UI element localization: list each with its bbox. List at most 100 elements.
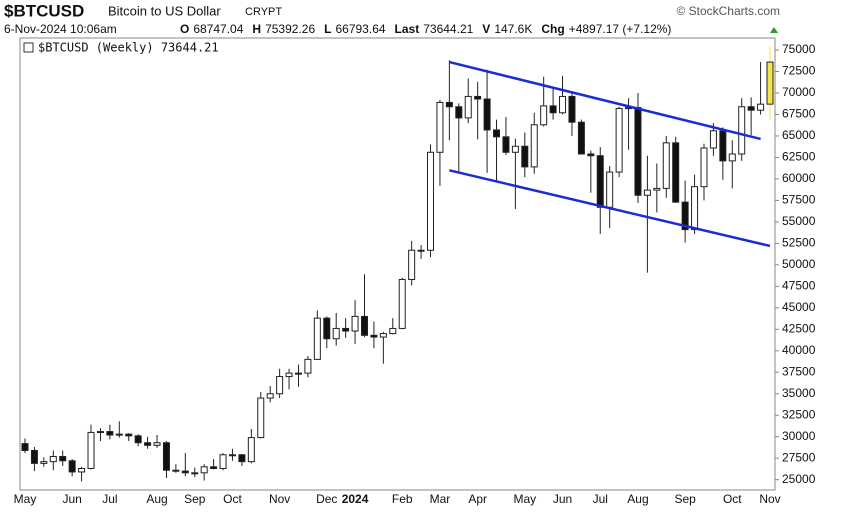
x-tick-label: Oct: [723, 492, 742, 506]
candle-body: [568, 95, 576, 123]
candle-body: [323, 317, 331, 340]
x-tick-label: Sep: [674, 492, 696, 506]
x-tick-label: Nov: [269, 492, 290, 506]
candle-body: [521, 145, 529, 168]
y-tick-label: 65000: [782, 128, 816, 142]
candle-body: [436, 101, 444, 153]
symbol: $BTCUSD: [4, 1, 84, 20]
candle-body: [559, 95, 567, 114]
candle-body: [719, 130, 727, 162]
candle-body: [30, 449, 38, 464]
candle-body: [219, 454, 227, 470]
candle-body: [587, 153, 595, 157]
x-tick-label: Jul: [102, 492, 117, 506]
quote-label: H: [252, 22, 261, 36]
candle-body: [757, 103, 765, 111]
candle-body: [502, 136, 510, 153]
quote-label: V: [482, 22, 490, 36]
x-tick-label: Dec: [316, 492, 337, 506]
candle-body: [662, 142, 670, 189]
x-tick-label: Jun: [62, 492, 81, 506]
y-tick-label: 30000: [782, 429, 816, 443]
y-tick-label: 60000: [782, 171, 816, 185]
candle-body: [247, 437, 255, 463]
x-tick-label: Mar: [430, 492, 451, 506]
candle-body: [87, 431, 95, 470]
candle-body: [266, 393, 274, 399]
candle-body: [389, 327, 397, 335]
y-tick-label: 32500: [782, 407, 816, 421]
quote-label: L: [324, 22, 331, 36]
candle-body: [106, 431, 114, 436]
candle-body: [493, 129, 501, 138]
candle-body: [417, 249, 425, 252]
y-tick-label: 75000: [782, 42, 816, 56]
y-tick-label: 52500: [782, 236, 816, 250]
candle-body: [49, 455, 57, 463]
plot-frame: [19, 37, 776, 491]
candle-body: [144, 442, 152, 446]
candle-body: [540, 105, 548, 126]
x-tick-label: May: [14, 492, 37, 506]
candle-body: [474, 95, 482, 100]
candle-body: [115, 433, 123, 436]
x-tick-label: Jun: [553, 492, 572, 506]
candle-body: [379, 333, 387, 338]
quote-value: 68747.04: [193, 22, 243, 36]
candle-body: [766, 61, 774, 105]
candle-body: [596, 155, 604, 208]
candle-body: [332, 327, 340, 340]
candle-body: [747, 106, 755, 111]
quote-value: +4897.17 (+7.12%): [569, 22, 672, 36]
candle-body: [153, 442, 161, 446]
candle-body: [738, 106, 746, 155]
x-tick-label: Oct: [223, 492, 242, 506]
y-tick-label: 70000: [782, 85, 816, 99]
y-tick-label: 62500: [782, 150, 816, 164]
candle-body: [370, 334, 378, 338]
candle-body: [408, 249, 416, 280]
candle-body: [313, 317, 321, 360]
candle-body: [78, 468, 86, 473]
quote-value: 66793.64: [335, 22, 385, 36]
quote-value: 147.6K: [494, 22, 532, 36]
candle-body: [21, 443, 29, 451]
quote-value: 75392.26: [265, 22, 315, 36]
candle-body: [653, 187, 661, 191]
y-tick-label: 40000: [782, 343, 816, 357]
candle-body: [351, 315, 359, 332]
candle-body: [125, 433, 133, 437]
exchange: CRYPT: [245, 6, 282, 18]
x-tick-label: Jul: [593, 492, 608, 506]
candle-body: [728, 153, 736, 162]
legend: $BTCUSD (Weekly) 73644.21: [38, 41, 219, 55]
candle-body: [96, 431, 104, 434]
y-tick-label: 37500: [782, 364, 816, 378]
candle-body: [68, 460, 76, 473]
candle-body: [455, 106, 463, 119]
candle-body: [464, 95, 472, 119]
y-tick-label: 72500: [782, 64, 816, 78]
candle-body: [634, 107, 642, 196]
x-tick-label: 2024: [342, 492, 369, 506]
y-tick-label: 27500: [782, 450, 816, 464]
candle-body: [59, 455, 67, 462]
candle-body: [643, 189, 651, 196]
candle-body: [577, 121, 585, 155]
candle-body: [681, 201, 689, 231]
candle-body: [228, 454, 236, 457]
y-tick-label: 42500: [782, 321, 816, 335]
candle-body: [134, 435, 142, 444]
trendline: [449, 60, 761, 141]
candle-body: [257, 397, 265, 439]
candle-body: [210, 466, 218, 470]
candle-body: [276, 376, 284, 395]
change-arrow: [770, 27, 778, 33]
quote-label: Chg: [541, 22, 564, 36]
x-tick-label: Nov: [759, 492, 780, 506]
candle-body: [511, 145, 519, 153]
candle-body: [294, 372, 302, 375]
x-tick-label: Apr: [468, 492, 487, 506]
x-tick-label: Sep: [184, 492, 206, 506]
